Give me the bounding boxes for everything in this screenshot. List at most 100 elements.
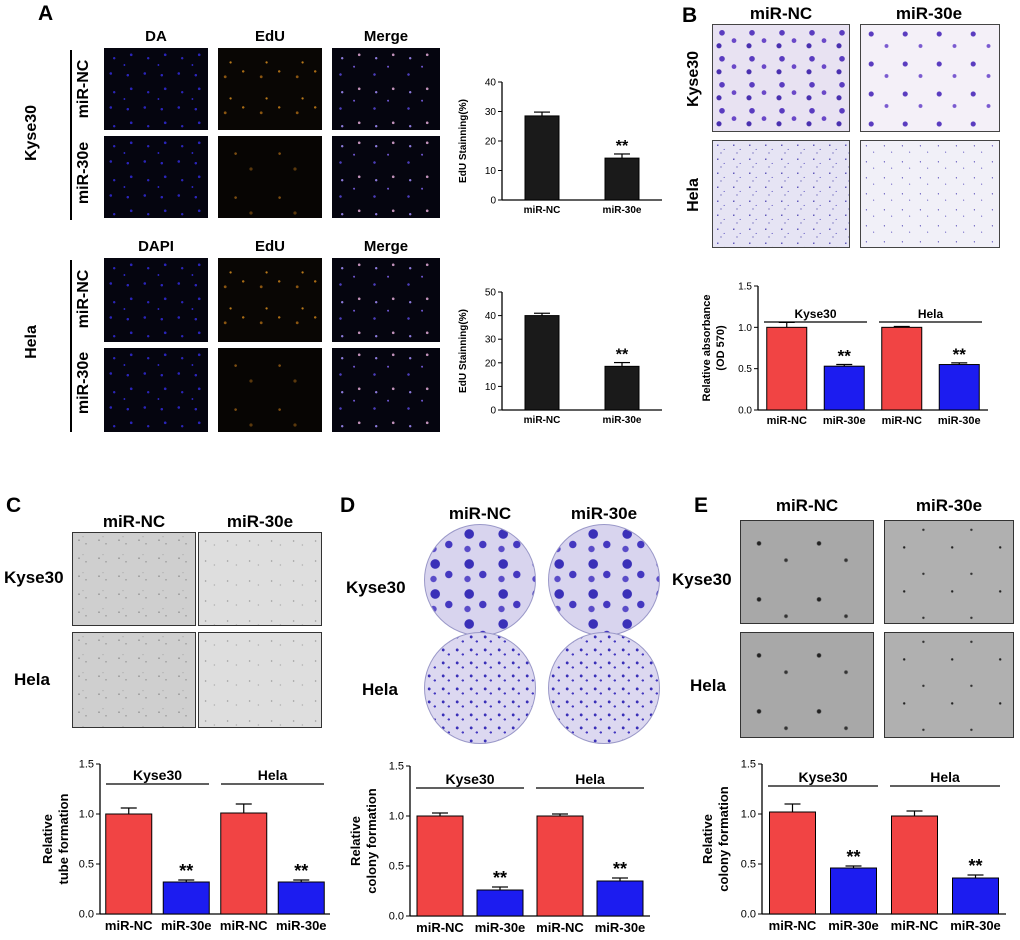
col-head-b-1: miR-NC <box>749 4 813 23</box>
y-tick-label: 0.5 <box>389 861 404 873</box>
micrograph-a-kyse-nc-dapi <box>104 48 208 130</box>
y-tick-label: 1.5 <box>79 759 94 771</box>
bar <box>524 115 560 201</box>
row-label-a-bot-2: miR-30e <box>75 351 92 415</box>
bar <box>604 365 640 411</box>
x-tick-label: miR-30e <box>475 920 526 935</box>
x-tick-label: miR-30e <box>276 918 327 933</box>
col-head-c-1: miR-NC <box>102 512 166 531</box>
col-head-a-top-3: Merge <box>363 28 409 45</box>
y-tick-label: 0.5 <box>741 859 756 871</box>
y-axis-label: Relativecolony formation <box>348 788 379 894</box>
bar <box>476 889 524 917</box>
significance-label: ** <box>493 868 507 888</box>
transwell-b-hela-nc <box>712 140 850 248</box>
x-tick-label: miR-NC <box>220 918 268 933</box>
x-tick-label: miR-NC <box>891 918 939 933</box>
x-tick-label: miR-NC <box>524 415 561 426</box>
y-tick-label: 1.0 <box>738 323 752 334</box>
x-tick-label: miR-NC <box>882 415 922 427</box>
x-tick-label: miR-30e <box>938 415 981 427</box>
y-tick-label: 30 <box>485 107 497 118</box>
y-tick-label: 0.0 <box>79 909 94 921</box>
x-tick-label: miR-30e <box>161 918 212 933</box>
bar <box>766 326 808 411</box>
col-head-a-top-2: EdU <box>255 28 285 45</box>
tube-c-hela-30e <box>198 632 322 728</box>
chart-a-top: 0 10 20 30 40 EdU Stainning(%) miR-NC ** miR-30e <box>458 78 662 216</box>
y-tick-label: 50 <box>485 288 497 299</box>
group-label: Hela <box>930 769 960 785</box>
bar <box>891 815 938 915</box>
group-label: Kyse30 <box>794 307 836 321</box>
significance-label: ** <box>613 859 627 879</box>
y-tick-label: 20 <box>485 137 497 148</box>
bar <box>938 364 980 411</box>
micrograph-a-kyse-nc-edu <box>218 48 322 130</box>
col-head-d-2: miR-30e <box>570 504 638 523</box>
y-axis-label: EdU Stainning(%) <box>458 309 469 393</box>
y-tick-label: 0 <box>490 196 496 207</box>
micrograph-a-hela-nc-dapi <box>104 258 208 342</box>
significance-label: ** <box>953 345 967 364</box>
row-label-d-2: Hela <box>362 680 398 699</box>
bar <box>524 315 560 411</box>
y-tick-label: 0.0 <box>389 911 404 923</box>
micrograph-a-hela-30e-edu <box>218 348 322 432</box>
x-tick-label: miR-30e <box>595 920 646 935</box>
micrograph-a-hela-nc-edu <box>218 258 322 342</box>
y-axis-label: Relativetube formation <box>40 793 71 884</box>
group-label: Hela <box>918 307 944 321</box>
significance-label: ** <box>838 347 852 366</box>
chart-e: 0.0 0.5 1.0 1.5 Relativecolony formation miR-… <box>700 759 1006 933</box>
y-axis-label: EdU Stainning(%) <box>458 99 469 183</box>
row-label-c-2: Hela <box>14 670 50 689</box>
group-label: Kyse30 <box>133 767 182 783</box>
transwell-b-hela-30e <box>860 140 1000 248</box>
y-tick-label: 10 <box>485 382 497 393</box>
y-tick-label: 0.0 <box>741 909 756 921</box>
significance-label: ** <box>294 861 308 881</box>
softagar-e-hela-nc <box>740 632 874 738</box>
panel-letter-d: D <box>340 494 356 517</box>
x-tick-label: miR-30e <box>950 918 1001 933</box>
col-head-b-2: miR-30e <box>895 4 963 23</box>
y-tick-label: 40 <box>485 78 497 89</box>
bar <box>604 157 640 201</box>
bar <box>220 812 268 915</box>
softagar-e-hela-30e <box>884 632 1014 738</box>
col-head-c-2: miR-30e <box>226 512 294 531</box>
col-head-d-1: miR-NC <box>448 504 512 523</box>
tube-c-kyse-nc <box>72 532 196 626</box>
col-head-a-bot-2: EdU <box>255 238 285 255</box>
significance-label: ** <box>616 138 629 155</box>
y-tick-label: 20 <box>485 358 497 369</box>
col-head-a-bot-3: Merge <box>363 238 409 255</box>
softagar-e-kyse-30e <box>884 520 1014 624</box>
row-label-a-bot-1: miR-NC <box>75 269 92 329</box>
significance-label: ** <box>968 856 982 876</box>
colony-dish-d-kyse-30e <box>548 524 660 636</box>
x-tick-label: miR-30e <box>603 415 642 426</box>
x-tick-label: miR-NC <box>416 920 464 935</box>
y-tick-label: 0.5 <box>79 859 94 871</box>
micrograph-a-kyse-30e-edu <box>218 136 322 218</box>
row-cell-a-bottom: Hela <box>23 325 40 359</box>
bar <box>823 365 865 411</box>
chart-c: 0.0 0.5 1.0 1.5 Relativetube formation miR-NC… <box>40 759 330 933</box>
bar <box>105 813 153 915</box>
significance-label: ** <box>616 347 629 364</box>
x-tick-label: miR-NC <box>767 415 807 427</box>
group-label: Hela <box>258 767 288 783</box>
y-tick-label: 10 <box>485 166 497 177</box>
significance-label: ** <box>179 861 193 881</box>
micrograph-a-hela-nc-merge <box>332 258 440 342</box>
micrograph-a-kyse-30e-merge <box>332 136 440 218</box>
bar <box>830 867 877 915</box>
y-tick-label: 1.5 <box>738 282 752 293</box>
row-label-e-1: Kyse30 <box>672 570 732 589</box>
col-head-e-2: miR-30e <box>915 496 983 515</box>
panel-letter-a: A <box>38 2 54 25</box>
bar <box>416 815 464 917</box>
group-label: Kyse30 <box>445 771 494 787</box>
